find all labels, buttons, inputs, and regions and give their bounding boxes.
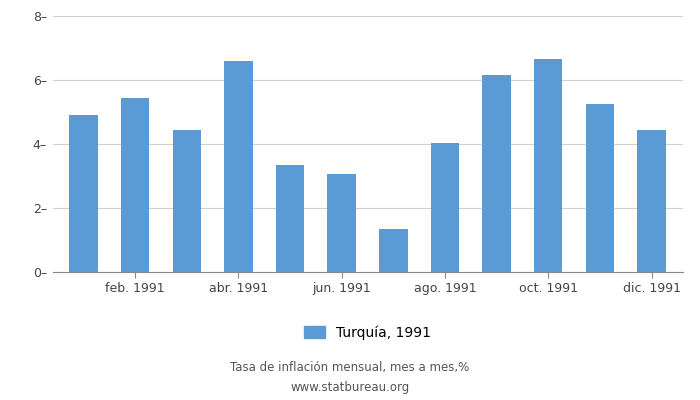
Bar — [482, 75, 511, 272]
Legend: Turquía, 1991: Turquía, 1991 — [304, 325, 431, 340]
Bar — [328, 174, 356, 272]
Text: www.statbureau.org: www.statbureau.org — [290, 382, 410, 394]
Bar — [430, 143, 459, 272]
Bar — [121, 98, 149, 272]
Bar — [224, 61, 253, 272]
Bar — [637, 130, 666, 272]
Bar — [586, 104, 614, 272]
Bar — [69, 115, 98, 272]
Bar — [173, 130, 201, 272]
Bar — [534, 59, 562, 272]
Text: Tasa de inflación mensual, mes a mes,%: Tasa de inflación mensual, mes a mes,% — [230, 362, 470, 374]
Bar — [379, 229, 407, 272]
Bar — [276, 165, 304, 272]
